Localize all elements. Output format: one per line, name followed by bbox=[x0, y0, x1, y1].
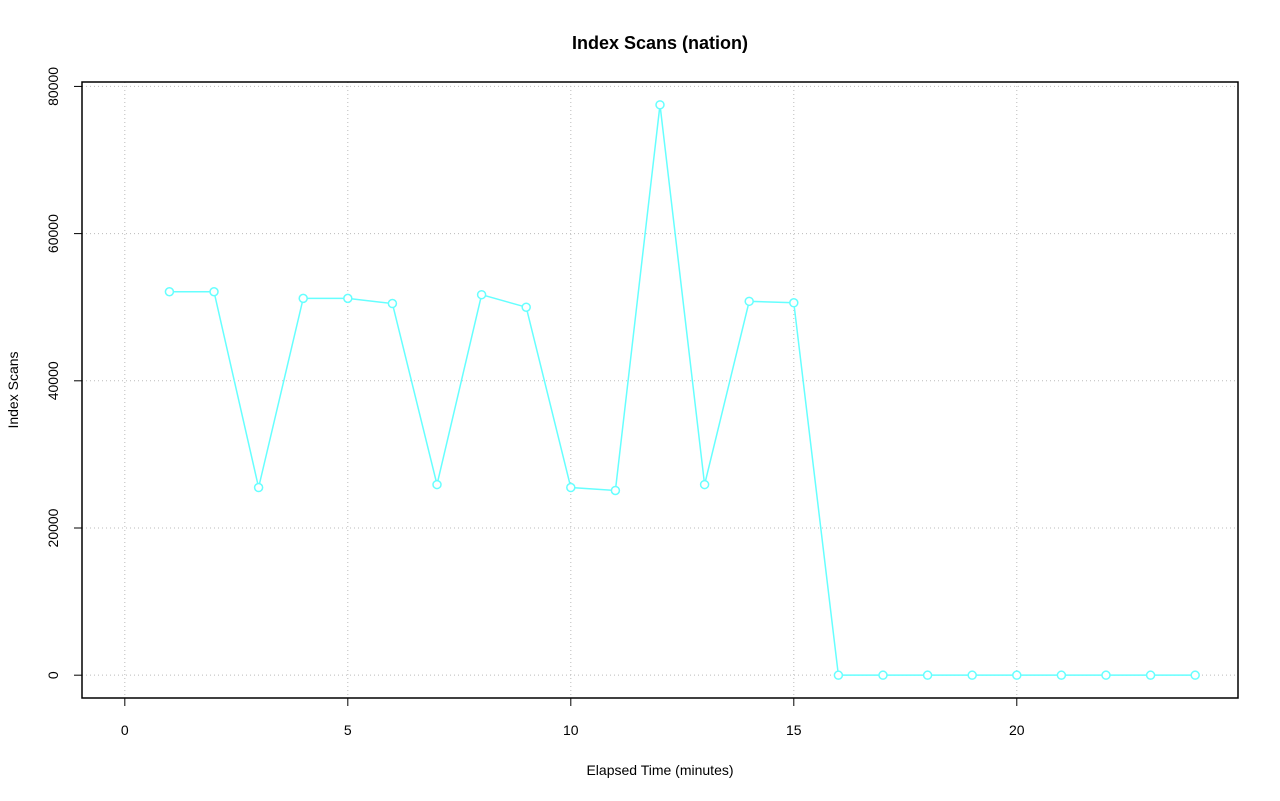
point bbox=[699, 479, 710, 490]
chart-title: Index Scans (nation) bbox=[572, 33, 748, 53]
x-axis-label: Elapsed Time (minutes) bbox=[586, 762, 733, 778]
point bbox=[878, 670, 888, 680]
point bbox=[744, 296, 754, 307]
line bbox=[169, 104, 1196, 676]
y-tick-label: 20000 bbox=[45, 508, 61, 547]
point bbox=[789, 298, 799, 308]
y-tick-label: 40000 bbox=[45, 361, 61, 400]
y-tick-label: 60000 bbox=[45, 214, 61, 253]
x-tick-label: 0 bbox=[121, 722, 129, 738]
x-tick-label: 15 bbox=[786, 722, 802, 738]
point bbox=[566, 482, 576, 493]
plot-frame bbox=[81, 81, 1239, 699]
x-tick-label: 10 bbox=[563, 722, 579, 738]
x-tick-label: 20 bbox=[1009, 722, 1025, 738]
point bbox=[432, 479, 442, 490]
y-tick-label: 80000 bbox=[45, 67, 61, 106]
point bbox=[967, 670, 977, 680]
point bbox=[521, 302, 531, 312]
point bbox=[922, 670, 933, 680]
point bbox=[387, 298, 398, 309]
point bbox=[1101, 670, 1111, 680]
point bbox=[1190, 670, 1200, 680]
point bbox=[164, 286, 175, 297]
point bbox=[833, 670, 844, 680]
point bbox=[298, 293, 308, 304]
point bbox=[1056, 670, 1067, 680]
point bbox=[655, 100, 665, 110]
point bbox=[1145, 670, 1156, 680]
y-tick-label: 0 bbox=[45, 671, 61, 679]
point bbox=[209, 286, 219, 297]
point bbox=[610, 485, 621, 496]
point bbox=[253, 482, 264, 493]
point bbox=[343, 293, 353, 304]
x-tick-label: 5 bbox=[344, 722, 352, 738]
y-axis-label: Index Scans bbox=[5, 351, 21, 428]
point bbox=[1012, 670, 1022, 680]
point bbox=[476, 289, 487, 300]
